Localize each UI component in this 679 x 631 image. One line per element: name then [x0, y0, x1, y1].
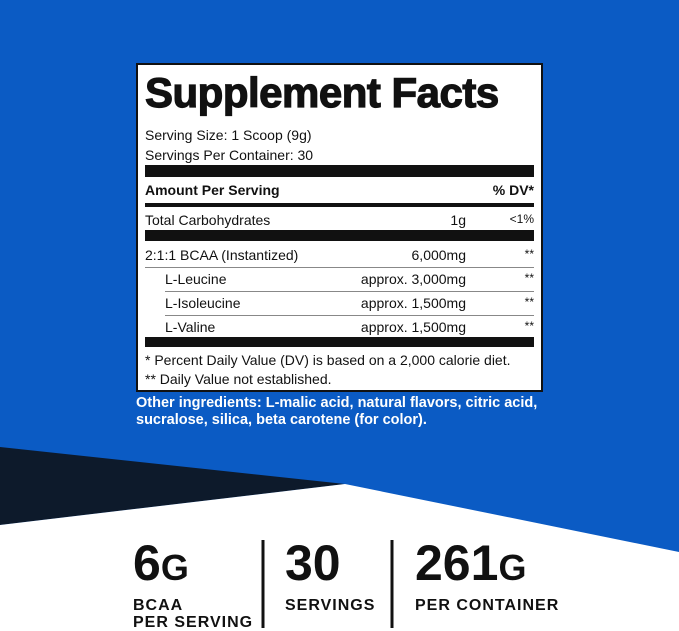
- footnote: * Percent Daily Value (DV) is based on a…: [145, 352, 511, 368]
- row-dv: **: [524, 247, 534, 261]
- other-ingredients: sucralose, silica, beta carotene (for co…: [136, 412, 427, 428]
- footnote: ** Daily Value not established.: [145, 371, 332, 387]
- stat-label: BCAA: [133, 597, 184, 614]
- row-label: L-Leucine: [165, 271, 227, 287]
- row-dv: <1%: [509, 212, 534, 226]
- stat-value: 6G: [133, 535, 189, 591]
- dark-band: [0, 447, 345, 525]
- row-dv: **: [524, 319, 534, 333]
- stat-label: SERVINGS: [285, 597, 376, 614]
- row-amount: 1g: [450, 212, 466, 228]
- row-label: L-Valine: [165, 319, 216, 335]
- row-label: L-Isoleucine: [165, 295, 241, 311]
- header: % DV*: [492, 182, 534, 198]
- row-dv: **: [524, 271, 534, 285]
- stat-unit: G: [160, 547, 189, 588]
- row-label: 2:1:1 BCAA (Instantized): [145, 247, 299, 263]
- white-area: [0, 484, 679, 631]
- row-rule: [145, 267, 534, 268]
- stat-unit: G: [498, 547, 527, 588]
- serving-size: Serving Size: 1 Scoop (9g): [145, 127, 312, 143]
- stat-label: PER CONTAINER: [415, 597, 560, 614]
- stat-label: PER SERVING: [133, 614, 254, 631]
- row-amount: approx. 1,500mg: [360, 319, 466, 335]
- servings-per-container: Servings Per Container: 30: [145, 147, 314, 163]
- row-amount: 6,000mg: [411, 247, 466, 263]
- row-rule: [165, 291, 534, 292]
- rule: [145, 337, 534, 347]
- row-rule: [165, 315, 534, 316]
- row-label: Total Carbohydrates: [145, 212, 271, 228]
- header: Amount Per Serving: [145, 182, 280, 198]
- stat-value: 261G: [415, 535, 527, 591]
- rule: [145, 203, 534, 207]
- row-dv: **: [524, 295, 534, 309]
- rule: [145, 230, 534, 241]
- row-amount: approx. 3,000mg: [360, 271, 466, 287]
- panel-title: Supplement Facts: [144, 68, 499, 116]
- rule: [145, 165, 534, 177]
- supplement-panel: Supplement Facts Serving Size: 1 Scoop (…: [136, 63, 543, 392]
- stat-value: 30: [285, 535, 341, 591]
- row-amount: approx. 1,500mg: [360, 295, 466, 311]
- other-ingredients: Other ingredients: L-malic acid, natural…: [136, 395, 538, 411]
